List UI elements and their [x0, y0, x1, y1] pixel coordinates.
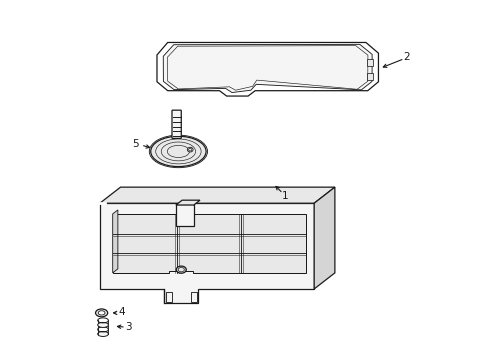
Polygon shape: [313, 187, 334, 289]
Ellipse shape: [188, 148, 191, 151]
Ellipse shape: [176, 266, 186, 273]
FancyBboxPatch shape: [190, 292, 197, 302]
Polygon shape: [163, 44, 371, 93]
Ellipse shape: [187, 147, 193, 152]
FancyBboxPatch shape: [172, 110, 181, 138]
Ellipse shape: [98, 323, 108, 327]
Polygon shape: [366, 59, 372, 66]
Text: 2: 2: [403, 52, 409, 62]
Text: 5: 5: [132, 139, 139, 149]
Text: 3: 3: [125, 322, 131, 332]
Polygon shape: [100, 203, 313, 303]
Ellipse shape: [150, 136, 205, 167]
Ellipse shape: [98, 311, 105, 315]
Polygon shape: [112, 214, 305, 273]
Polygon shape: [157, 42, 378, 96]
Polygon shape: [366, 73, 372, 80]
Polygon shape: [100, 187, 334, 203]
Text: 4: 4: [118, 307, 124, 317]
FancyBboxPatch shape: [176, 204, 193, 226]
Polygon shape: [112, 210, 118, 273]
FancyBboxPatch shape: [165, 292, 172, 302]
Polygon shape: [167, 46, 367, 90]
Text: 1: 1: [282, 191, 288, 201]
Ellipse shape: [98, 332, 108, 337]
Ellipse shape: [95, 309, 107, 317]
Polygon shape: [176, 200, 200, 205]
Ellipse shape: [178, 267, 184, 272]
